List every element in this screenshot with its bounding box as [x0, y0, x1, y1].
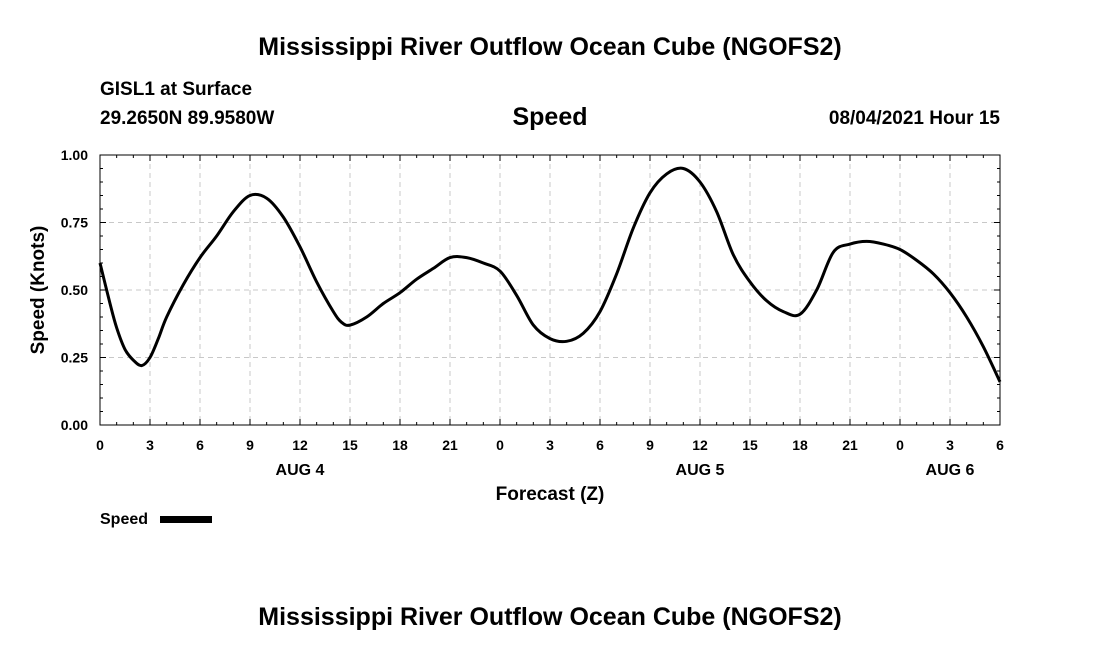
- y-tick-label: 0.50: [61, 282, 88, 298]
- x-axis-label: Forecast (Z): [496, 484, 605, 505]
- station-coords: 29.2650N 89.9580W: [100, 108, 274, 129]
- date-label: AUG 4: [276, 462, 325, 479]
- grid: [100, 155, 1000, 425]
- axes: 0 3 6 9 12 15 18 21 0 3 6 9 12 15 18 21 0 3 6 0.00 0.25 0.50 0…: [61, 147, 1004, 479]
- x-tick-label: 15: [742, 437, 758, 453]
- y-axis-label: Speed (Knots): [28, 226, 49, 355]
- x-tick-label: 18: [792, 437, 808, 453]
- x-tick-label: 9: [646, 437, 654, 453]
- x-tick-label: 3: [546, 437, 554, 453]
- station-label: GISL1 at Surface: [100, 79, 252, 100]
- plot-frame: [99, 154, 1001, 426]
- date-label: AUG 5: [676, 462, 725, 479]
- footer-title: Mississippi River Outflow Ocean Cube (NG…: [258, 603, 841, 631]
- x-tick-label: 18: [392, 437, 408, 453]
- x-tick-label: 6: [596, 437, 604, 453]
- y-tick-label: 0.25: [61, 350, 88, 366]
- x-tick-label: 3: [146, 437, 154, 453]
- x-tick-label: 12: [292, 437, 308, 453]
- y-tick-label: 0.00: [61, 417, 88, 433]
- x-tick-label: 0: [496, 437, 504, 453]
- plot-area: [98, 166, 1002, 383]
- x-tick-label: 0: [896, 437, 904, 453]
- x-tick-label: 0: [96, 437, 104, 453]
- x-tick-label: 9: [246, 437, 254, 453]
- x-tick-label: 15: [342, 437, 358, 453]
- series-line-speed: [98, 166, 1002, 383]
- chart-title: Mississippi River Outflow Ocean Cube (NG…: [258, 33, 841, 61]
- legend-swatch: [160, 516, 212, 523]
- x-tick-label: 6: [196, 437, 204, 453]
- legend: Speed: [100, 511, 212, 528]
- date-label: AUG 6: [926, 462, 975, 479]
- y-tick-label: 1.00: [61, 147, 88, 163]
- x-tick-label: 21: [842, 437, 858, 453]
- x-tick-label: 6: [996, 437, 1004, 453]
- x-tick-label: 3: [946, 437, 954, 453]
- forecast-datetime: 08/04/2021 Hour 15: [829, 108, 1001, 129]
- variable-title: Speed: [512, 103, 587, 131]
- x-tick-label: 12: [692, 437, 708, 453]
- y-tick-label: 0.75: [61, 215, 88, 231]
- x-tick-label: 21: [442, 437, 458, 453]
- legend-label: Speed: [100, 511, 148, 528]
